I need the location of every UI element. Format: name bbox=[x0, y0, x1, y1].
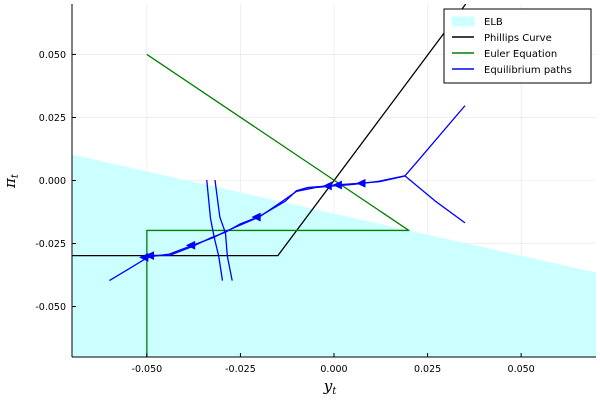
equilibrium-path-line-2 bbox=[206, 179, 224, 281]
legend-swatch-elb bbox=[451, 16, 475, 27]
x-axis-label-main: y bbox=[323, 377, 333, 395]
y-tick-label-2: 0.000 bbox=[39, 176, 66, 187]
path-arrow-3 bbox=[251, 212, 261, 222]
y-axis-label: πt bbox=[1, 173, 21, 189]
x-tick-label-1: -0.025 bbox=[225, 364, 256, 375]
x-tick-label-4: 0.050 bbox=[508, 364, 535, 375]
legend: ELB Phillips Curve Euler Equation Equili… bbox=[443, 8, 592, 84]
phillips-curve-line-0 bbox=[72, 4, 467, 257]
y-axis-label-sub: t bbox=[10, 173, 21, 178]
legend-label-paths: Equilibrium paths bbox=[484, 65, 572, 76]
x-axis-label: yt bbox=[323, 377, 337, 397]
x-tick-label-0: -0.050 bbox=[132, 364, 163, 375]
x-tick-label-3: 0.025 bbox=[414, 364, 441, 375]
elb-area bbox=[72, 154, 596, 357]
y-ticks: -0.050 -0.025 0.000 0.025 0.050 bbox=[35, 50, 76, 313]
path-arrow-6 bbox=[356, 178, 366, 188]
euler-equation-line-0 bbox=[146, 53, 410, 357]
x-ticks: -0.050 -0.025 0.000 0.025 0.050 bbox=[132, 353, 535, 375]
y-axis-label-main: π bbox=[1, 177, 19, 189]
x-tick-label-2: 0.000 bbox=[320, 364, 347, 375]
path-arrow-1 bbox=[144, 251, 155, 261]
path-arrow-2 bbox=[185, 240, 196, 250]
y-tick-label-4: 0.050 bbox=[39, 50, 66, 61]
x-axis-label-sub: t bbox=[332, 386, 337, 397]
y-tick-label-1: -0.025 bbox=[35, 239, 66, 250]
y-tick-label-0: -0.050 bbox=[35, 302, 66, 313]
legend-label-phillips: Phillips Curve bbox=[484, 33, 552, 44]
equilibrium-path-line-3 bbox=[214, 179, 233, 281]
y-tick-label-3: 0.025 bbox=[39, 113, 66, 124]
equilibrium-path-line-1 bbox=[146, 175, 466, 259]
series-layer bbox=[72, 4, 596, 357]
path-arrow-4 bbox=[322, 181, 332, 191]
legend-label-euler: Euler Equation bbox=[484, 49, 557, 60]
path-arrow-5 bbox=[332, 180, 342, 190]
legend-label-elb: ELB bbox=[484, 17, 503, 28]
